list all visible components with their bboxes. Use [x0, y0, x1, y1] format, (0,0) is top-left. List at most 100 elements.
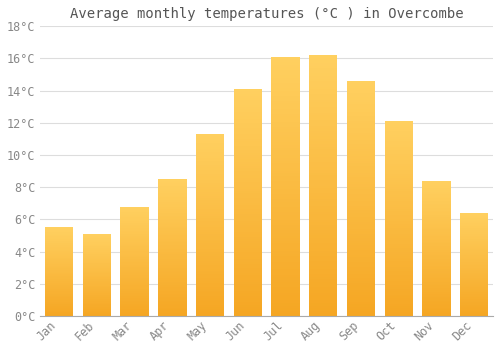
Bar — [384, 254, 413, 256]
Bar — [422, 188, 450, 189]
Bar — [45, 243, 74, 244]
Bar — [83, 273, 111, 274]
Bar — [158, 290, 186, 291]
Bar — [196, 243, 224, 245]
Bar — [83, 259, 111, 260]
Bar — [234, 278, 262, 280]
Bar — [384, 228, 413, 230]
Bar — [347, 180, 375, 182]
Bar — [347, 177, 375, 180]
Bar — [234, 198, 262, 200]
Bar — [272, 166, 299, 168]
Bar — [384, 226, 413, 228]
Bar — [196, 298, 224, 300]
Bar — [196, 278, 224, 280]
Bar — [384, 154, 413, 156]
Bar — [384, 129, 413, 131]
Bar — [158, 220, 186, 222]
Bar — [384, 279, 413, 281]
Bar — [45, 286, 74, 287]
Bar — [196, 276, 224, 278]
Bar — [309, 285, 338, 287]
Bar — [196, 267, 224, 269]
Bar — [272, 282, 299, 285]
Bar — [158, 230, 186, 231]
Bar — [309, 131, 338, 133]
Bar — [83, 262, 111, 264]
Bar — [120, 235, 149, 236]
Bar — [309, 232, 338, 235]
Bar — [272, 274, 299, 277]
Bar — [234, 121, 262, 123]
Bar — [83, 267, 111, 268]
Bar — [272, 150, 299, 153]
Bar — [347, 194, 375, 196]
Bar — [45, 236, 74, 237]
Bar — [384, 135, 413, 137]
Bar — [158, 201, 186, 202]
Bar — [83, 313, 111, 314]
Bar — [272, 223, 299, 225]
Bar — [234, 159, 262, 162]
Bar — [460, 302, 488, 303]
Bar — [196, 174, 224, 176]
Bar — [422, 240, 450, 241]
Bar — [158, 294, 186, 295]
Bar — [460, 259, 488, 260]
Bar — [234, 187, 262, 189]
Bar — [120, 206, 149, 208]
Bar — [272, 119, 299, 122]
Bar — [45, 278, 74, 279]
Bar — [384, 275, 413, 277]
Bar — [45, 294, 74, 295]
Bar — [120, 229, 149, 230]
Bar — [120, 300, 149, 301]
Bar — [347, 269, 375, 271]
Bar — [45, 290, 74, 291]
Bar — [196, 274, 224, 276]
Bar — [158, 216, 186, 217]
Bar — [234, 157, 262, 159]
Bar — [234, 268, 262, 271]
Bar — [234, 255, 262, 257]
Bar — [309, 81, 338, 84]
Bar — [422, 281, 450, 282]
Bar — [234, 191, 262, 194]
Bar — [460, 278, 488, 279]
Bar — [384, 195, 413, 197]
Bar — [460, 272, 488, 273]
Bar — [347, 187, 375, 189]
Bar — [196, 196, 224, 198]
Bar — [460, 301, 488, 302]
Bar — [347, 238, 375, 241]
Bar — [309, 300, 338, 303]
Bar — [120, 296, 149, 297]
Bar — [83, 245, 111, 246]
Bar — [309, 173, 338, 175]
Bar — [120, 307, 149, 308]
Bar — [45, 306, 74, 307]
Bar — [234, 243, 262, 246]
Bar — [272, 207, 299, 210]
Bar — [83, 264, 111, 265]
Bar — [272, 57, 299, 60]
Bar — [460, 292, 488, 293]
Bar — [347, 283, 375, 285]
Bar — [272, 140, 299, 142]
Bar — [384, 207, 413, 209]
Bar — [309, 74, 338, 76]
Bar — [309, 206, 338, 209]
Bar — [460, 312, 488, 313]
Bar — [234, 96, 262, 98]
Bar — [422, 217, 450, 219]
Bar — [45, 301, 74, 302]
Bar — [309, 246, 338, 248]
Bar — [196, 192, 224, 194]
Bar — [234, 114, 262, 116]
Bar — [347, 81, 375, 83]
Bar — [83, 261, 111, 262]
Bar — [158, 252, 186, 253]
Bar — [347, 170, 375, 173]
Bar — [347, 264, 375, 267]
Bar — [384, 310, 413, 312]
